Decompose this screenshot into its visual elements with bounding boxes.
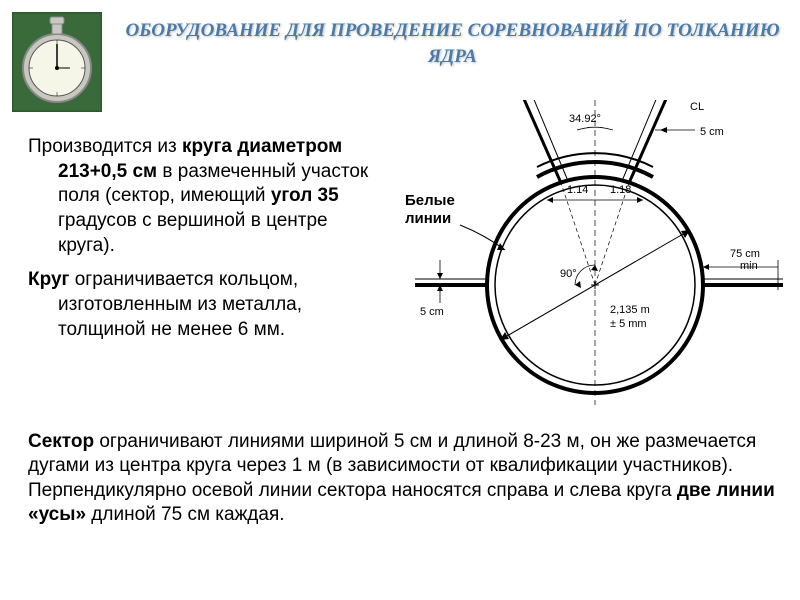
- paragraph-1: Производится из круга диаметром 213+0,5 …: [28, 135, 378, 258]
- label-75-1: 75 cm: [730, 248, 760, 260]
- paragraph-2: Круг ограничивается кольцом, изготовленн…: [28, 268, 378, 342]
- stopwatch-icon: [12, 12, 102, 112]
- label-white-lines-1: Белые: [405, 192, 455, 209]
- label-diameter-1: 2,135 m: [610, 304, 650, 316]
- shot-put-circle-diagram: CL 34.92° 5 cm 1.14 1.18 90° 2,135 m ± 5…: [395, 100, 790, 420]
- label-114: 1.14: [567, 184, 588, 196]
- label-5cm-left: 5 cm: [420, 306, 444, 318]
- body-text-bottom: Сектор ограничивают линиями шириной 5 см…: [28, 430, 780, 527]
- page-title: ОБОРУДОВАНИЕ ДЛЯ ПРОВЕДЕНИЕ СОРЕВНОВАНИЙ…: [115, 18, 790, 69]
- label-cl: CL: [690, 101, 704, 113]
- paragraph-3: Сектор ограничивают линиями шириной 5 см…: [28, 430, 780, 527]
- label-angle-top: 34.92°: [569, 113, 601, 125]
- label-75-2: min: [740, 260, 758, 272]
- label-118: 1.18: [610, 184, 631, 196]
- label-diameter-2: ± 5 mm: [610, 318, 647, 330]
- body-text-left: Производится из круга диаметром 213+0,5 …: [28, 135, 378, 353]
- label-90: 90°: [560, 268, 577, 280]
- label-white-lines-2: линии: [405, 210, 451, 227]
- label-5cm-top: 5 cm: [700, 126, 724, 138]
